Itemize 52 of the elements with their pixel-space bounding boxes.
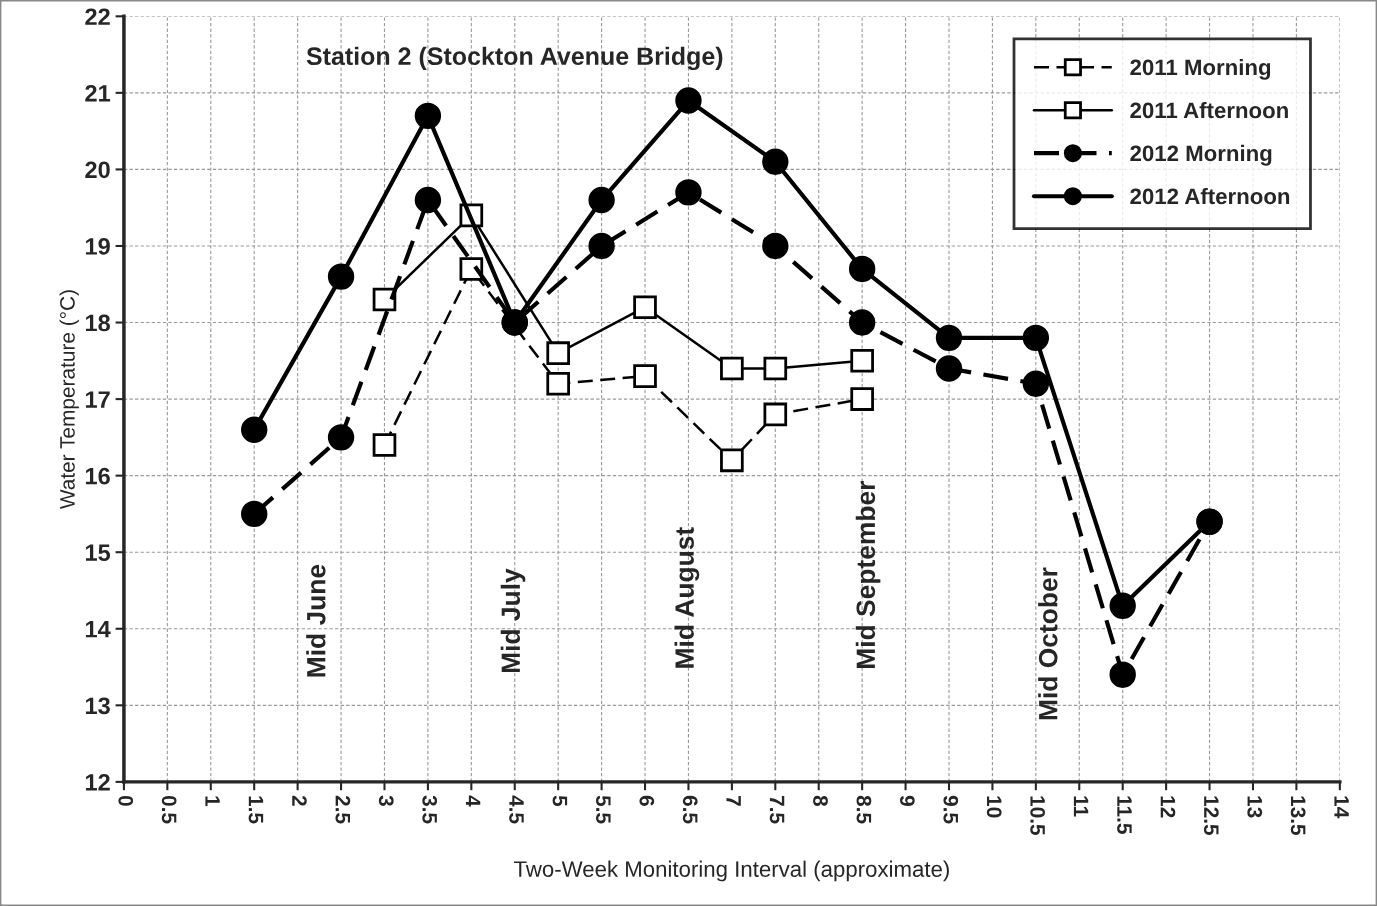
x-tick-label: 7.5 [769, 795, 785, 824]
text: Station 2 (Stockton Avenue Bridge) [306, 46, 723, 71]
x-tick-label: 10 [986, 796, 1002, 818]
y-tick-label: 14 [85, 621, 111, 638]
x-tick-label: 6.5 [682, 795, 698, 824]
x-tick-label: 5.5 [596, 795, 611, 824]
y-tick-label: 17 [85, 391, 110, 408]
annotation: Mid October [1038, 567, 1058, 720]
x-tick-label: 2 [292, 795, 307, 806]
x-tick-label: 2.5 [335, 795, 351, 824]
legend-label: 2012 Morning [1130, 144, 1272, 166]
annotation: Mid September [855, 480, 881, 668]
y-tick-label: 21 [85, 84, 111, 102]
x-tick-label: 10.5 [1030, 796, 1046, 836]
x-tick-label: 0 [118, 795, 134, 806]
annotation: Mid June [306, 564, 326, 677]
x-tick-label: 3 [378, 795, 394, 806]
x-tick-label: 12.5 [1203, 796, 1219, 836]
annotation: Mid July [500, 568, 526, 673]
y-tick-label: 15 [85, 544, 111, 561]
x-tick-label: 12 [1160, 796, 1176, 818]
legend-label: 2011 Afternoon [1130, 101, 1288, 119]
y-tick-label: 18 [85, 314, 111, 332]
y-tick-label: 16 [85, 467, 110, 485]
x-tick-label: 13 [1247, 796, 1263, 818]
x-tick-label: 4.5 [509, 795, 524, 824]
y-tick-label: 13 [85, 697, 110, 715]
x-tick-label: 14 [1334, 796, 1349, 819]
x-axis-title: Two-Week Monitoring Interval (approximate) [513, 860, 949, 882]
x-tick-label: 0.5 [161, 795, 177, 824]
y-tick-label: 19 [85, 238, 110, 255]
x-tick-label: 9 [899, 795, 915, 806]
x-tick-label: 11.5 [1117, 796, 1132, 834]
y-axis-title: Water Temperature (°C) [59, 290, 79, 510]
x-tick-label: 4 [465, 795, 481, 807]
x-tick-label: 3.5 [422, 795, 438, 824]
y-tick-label: 20 [85, 161, 110, 179]
x-tick-label: 6 [639, 795, 655, 806]
x-tick-label: 9.5 [943, 795, 959, 824]
legend-label: 2011 Morning [1130, 58, 1271, 80]
legend-label: 2012 Afternoon [1130, 187, 1290, 205]
x-tick-label: 5 [552, 795, 568, 807]
y-tick-label: 22 [85, 8, 110, 25]
x-tick-label: 1 [205, 796, 220, 807]
x-tick-label: 8.5 [856, 795, 872, 824]
y-tick-label: 12 [85, 773, 110, 791]
x-tick-label: 7 [726, 795, 741, 806]
x-tick-label: 11 [1073, 796, 1089, 817]
x-tick-label: 1.5 [248, 796, 264, 824]
x-tick-label: 13.5 [1290, 796, 1306, 836]
annotation: Mid August [674, 527, 700, 668]
x-tick-label: 8 [813, 795, 828, 807]
